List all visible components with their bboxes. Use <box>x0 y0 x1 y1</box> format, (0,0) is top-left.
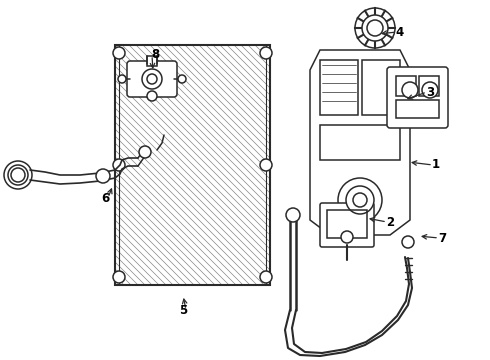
Circle shape <box>147 91 157 101</box>
Text: 1: 1 <box>432 158 440 171</box>
Text: 3: 3 <box>426 85 434 99</box>
Circle shape <box>113 159 125 171</box>
Polygon shape <box>310 50 410 235</box>
FancyBboxPatch shape <box>127 61 177 97</box>
Circle shape <box>362 15 388 41</box>
Text: 7: 7 <box>438 231 446 244</box>
FancyBboxPatch shape <box>320 203 374 247</box>
Bar <box>419 76 439 96</box>
Circle shape <box>96 169 110 183</box>
Text: 6: 6 <box>101 192 109 204</box>
Text: 2: 2 <box>386 216 394 229</box>
Text: 8: 8 <box>151 49 159 62</box>
Circle shape <box>353 193 367 207</box>
Bar <box>115 45 270 285</box>
Bar <box>396 76 416 96</box>
Bar <box>396 100 439 118</box>
Circle shape <box>341 231 353 243</box>
Bar <box>362 60 400 115</box>
Circle shape <box>178 75 186 83</box>
Bar <box>327 210 367 238</box>
Bar <box>320 60 358 115</box>
Circle shape <box>338 178 382 222</box>
Circle shape <box>346 186 374 214</box>
Bar <box>320 125 400 160</box>
Circle shape <box>147 74 157 84</box>
Circle shape <box>142 69 162 89</box>
Circle shape <box>113 47 125 59</box>
Circle shape <box>113 271 125 283</box>
Bar <box>115 45 270 285</box>
Circle shape <box>422 82 438 98</box>
Circle shape <box>139 146 151 158</box>
Text: 4: 4 <box>396 26 404 39</box>
Text: 5: 5 <box>179 303 187 316</box>
Circle shape <box>286 208 300 222</box>
Circle shape <box>355 8 395 48</box>
Circle shape <box>260 47 272 59</box>
Bar <box>147 56 157 66</box>
Circle shape <box>402 236 414 248</box>
Circle shape <box>260 271 272 283</box>
Circle shape <box>260 159 272 171</box>
Circle shape <box>402 82 418 98</box>
Circle shape <box>118 75 126 83</box>
Circle shape <box>367 20 383 36</box>
FancyBboxPatch shape <box>387 67 448 128</box>
